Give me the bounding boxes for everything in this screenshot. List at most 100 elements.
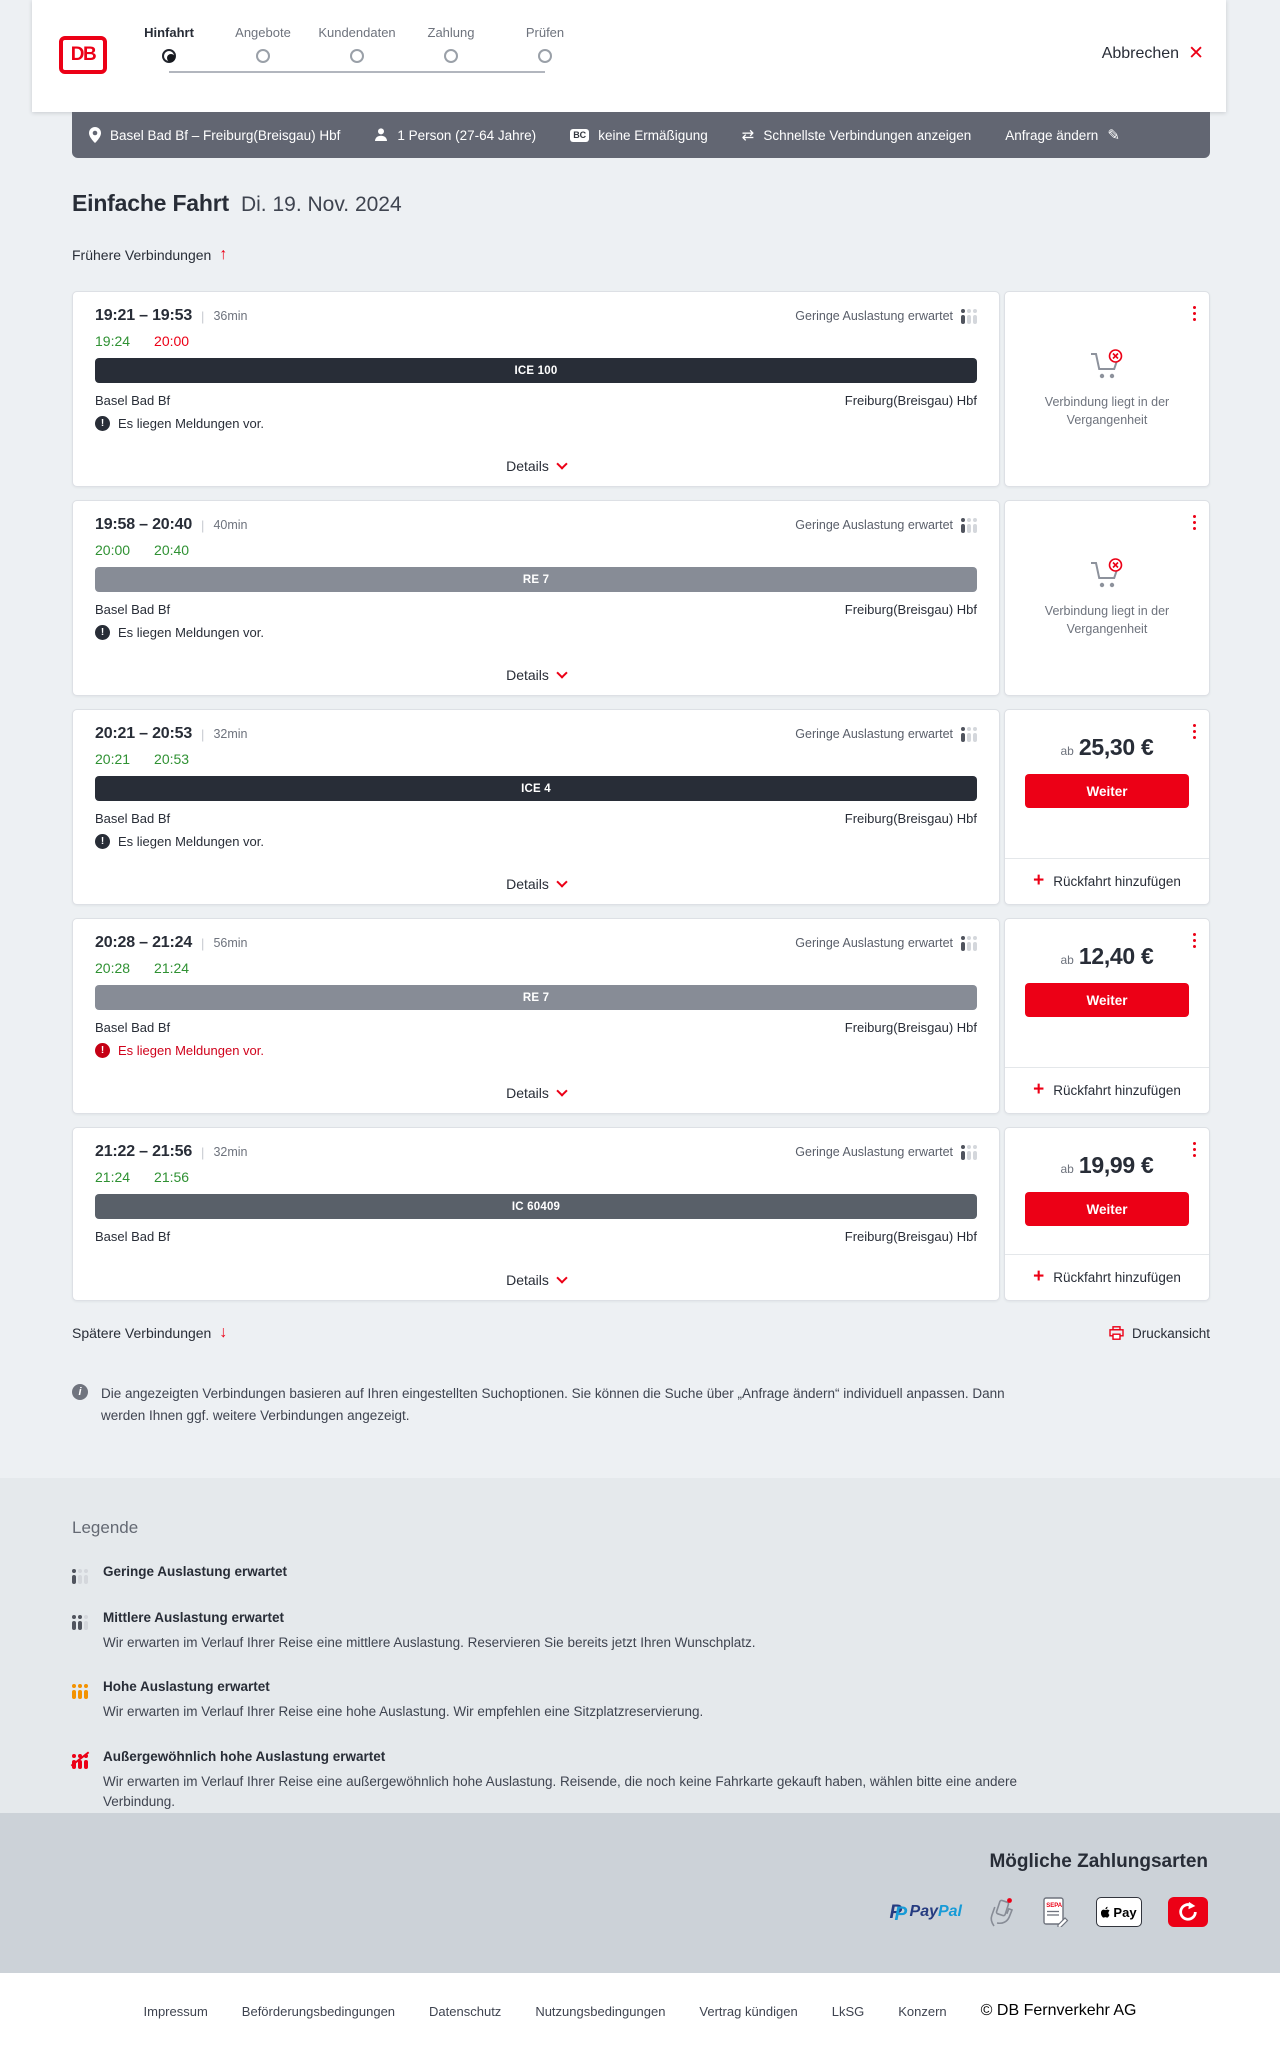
overflow-menu-icon[interactable] <box>1191 1137 1199 1162</box>
connection-times: 21:22 – 21:56 <box>95 1143 193 1160</box>
footer-link-konzern[interactable]: Konzern <box>898 2003 947 2019</box>
hand-card-icon <box>990 1898 1014 1927</box>
add-return-button[interactable]: + Rückfahrt hinzufügen <box>1005 1254 1209 1300</box>
alert-icon: ! <box>95 834 110 849</box>
connection-times: 20:28 – 21:24 <box>95 934 193 951</box>
occupancy-icon <box>961 517 977 533</box>
continue-button[interactable]: Weiter <box>1025 774 1189 808</box>
continue-button[interactable]: Weiter <box>1025 1192 1189 1226</box>
earlier-connections-link[interactable]: Frühere Verbindungen ↑ <box>72 246 228 264</box>
search-options-info: i Die angezeigten Verbindungen basieren … <box>72 1383 1032 1426</box>
occupancy-icon <box>961 1144 977 1160</box>
connection-side-panel: Verbindung liegt in der Vergangenheit <box>1004 500 1210 696</box>
page-footer: Impressum Beförderungsbedingungen Datens… <box>0 1973 1280 2049</box>
cancel-button[interactable]: Abbrechen ✕ <box>1101 43 1204 64</box>
past-connection-box: Verbindung liegt in der Vergangenheit <box>1005 292 1209 486</box>
train-label-bar: ICE 100 <box>95 358 977 383</box>
db-logo[interactable]: DB <box>59 36 107 74</box>
price: ab 19,99 € <box>1060 1152 1154 1178</box>
passenger-summary: 1 Person (27-64 Jahre) <box>374 128 536 143</box>
destination-station: Freiburg(Breisgau) Hbf <box>844 602 977 617</box>
footer-link-befoerderungsbedingungen[interactable]: Beförderungsbedingungen <box>241 2003 396 2019</box>
footer-link-vertrag-kuendigen[interactable]: Vertrag kündigen <box>699 2003 798 2019</box>
travel-date: Di. 19. Nov. 2024 <box>240 193 402 216</box>
person-icon <box>375 128 388 141</box>
train-label-bar: IC 60409 <box>95 1194 977 1219</box>
step-hinfahrt[interactable]: Hinfahrt <box>122 25 216 68</box>
price-panel: ab 25,30 € Weiter + Rückfahrt hinzufügen <box>1004 709 1210 905</box>
footer-link-lksg[interactable]: LkSG <box>831 2003 865 2019</box>
plus-icon: + <box>1033 1079 1045 1100</box>
occupancy-icon <box>961 308 977 324</box>
origin-station: Basel Bad Bf <box>95 811 171 826</box>
details-button[interactable]: Details <box>506 876 568 892</box>
connection-details[interactable]: 20:28 – 21:24 | 56min Geringe Auslastung… <box>72 918 1000 1114</box>
connection-details[interactable]: 19:58 – 20:40 | 40min Geringe Auslastung… <box>72 500 1000 696</box>
legend-item: Außergewöhnlich hohe Auslastung erwartet… <box>72 1749 1208 1813</box>
chevron-down-icon <box>556 1272 568 1284</box>
details-button[interactable]: Details <box>506 1085 568 1101</box>
overflow-menu-icon[interactable] <box>1191 301 1199 326</box>
footer-link-nutzungsbedingungen[interactable]: Nutzungsbedingungen <box>535 2003 666 2019</box>
chevron-down-icon <box>556 1085 568 1097</box>
footer-link-datenschutz[interactable]: Datenschutz <box>429 2003 502 2019</box>
search-summary-bar: Basel Bad Bf – Freiburg(Breisgau) Hbf 1 … <box>72 112 1210 158</box>
connection-card: 19:58 – 20:40 | 40min Geringe Auslastung… <box>72 500 1210 696</box>
continue-button[interactable]: Weiter <box>1025 983 1189 1017</box>
occupancy-indicator: Geringe Auslastung erwartet <box>795 935 977 951</box>
edit-pencil-icon: ✎ <box>1107 126 1120 144</box>
occupancy-indicator: Geringe Auslastung erwartet <box>795 308 977 324</box>
step-angebote[interactable]: Angebote <box>216 25 310 68</box>
add-return-button[interactable]: + Rückfahrt hinzufügen <box>1005 858 1209 904</box>
step-zahlung[interactable]: Zahlung <box>404 25 498 68</box>
connection-card: 21:22 – 21:56 | 32min Geringe Auslastung… <box>72 1127 1210 1301</box>
chevron-down-icon <box>556 667 568 679</box>
details-button[interactable]: Details <box>506 458 568 474</box>
overflow-menu-icon[interactable] <box>1191 719 1199 744</box>
destination-station: Freiburg(Breisgau) Hbf <box>844 393 977 408</box>
messages-notice-warning: ! Es liegen Meldungen vor. <box>95 1043 977 1058</box>
checkout-header: DB Hinfahrt Angebote Kundendaten Zahlung… <box>32 0 1226 112</box>
arrow-up-icon: ↑ <box>219 246 228 263</box>
details-button[interactable]: Details <box>506 1272 568 1288</box>
details-button[interactable]: Details <box>506 667 568 683</box>
plus-icon: + <box>1033 870 1045 891</box>
realtime-times: 19:24 20:00 <box>95 333 190 349</box>
change-request-button[interactable]: Anfrage ändern ✎ <box>1005 126 1120 144</box>
progress-line <box>169 71 545 73</box>
connection-times: 19:58 – 20:40 <box>95 516 193 533</box>
price: ab 12,40 € <box>1060 943 1154 969</box>
print-view-link[interactable]: Druckansicht <box>1109 1326 1210 1341</box>
connection-details[interactable]: 20:21 – 20:53 | 32min Geringe Auslastung… <box>72 709 1000 905</box>
step-circle <box>256 49 270 63</box>
progress-steps: Hinfahrt Angebote Kundendaten Zahlung Pr… <box>122 25 592 87</box>
destination-station: Freiburg(Breisgau) Hbf <box>844 1020 977 1035</box>
alert-icon: ! <box>95 625 110 640</box>
connection-duration: 32min <box>213 1145 248 1159</box>
footer-link-impressum[interactable]: Impressum <box>143 2003 208 2019</box>
overflow-menu-icon[interactable] <box>1191 928 1199 953</box>
add-return-button[interactable]: + Rückfahrt hinzufügen <box>1005 1067 1209 1113</box>
overflow-menu-icon[interactable] <box>1191 510 1199 535</box>
apple-pay-icon: Pay <box>1096 1897 1142 1927</box>
fastest-connections-toggle[interactable]: ⇄ Schnellste Verbindungen anzeigen <box>741 126 972 144</box>
step-kundendaten[interactable]: Kundendaten <box>310 25 404 68</box>
svg-text:SEPA: SEPA <box>1046 1903 1063 1909</box>
price-panel: ab 19,99 € Weiter + Rückfahrt hinzufügen <box>1004 1127 1210 1301</box>
footer-copyright: © DB Fernverkehr AG <box>980 2002 1137 2019</box>
later-connections-link[interactable]: Spätere Verbindungen ↓ <box>72 1324 228 1342</box>
plus-icon: + <box>1033 1266 1045 1287</box>
connection-details[interactable]: 19:21 – 19:53 | 36min Geringe Auslastung… <box>72 291 1000 487</box>
page-title: Einfache Fahrt <box>72 190 229 216</box>
connection-card: 19:21 – 19:53 | 36min Geringe Auslastung… <box>72 291 1210 487</box>
step-circle-active <box>162 49 176 63</box>
train-label-bar: ICE 4 <box>95 776 977 801</box>
route-summary: Basel Bad Bf – Freiburg(Breisgau) Hbf <box>89 127 340 143</box>
price-panel: ab 12,40 € Weiter + Rückfahrt hinzufügen <box>1004 918 1210 1114</box>
destination-station: Freiburg(Breisgau) Hbf <box>844 811 977 826</box>
step-pruefen[interactable]: Prüfen <box>498 25 592 68</box>
connection-details[interactable]: 21:22 – 21:56 | 32min Geringe Auslastung… <box>72 1127 1000 1301</box>
arrow-down-icon: ↓ <box>219 1324 228 1341</box>
